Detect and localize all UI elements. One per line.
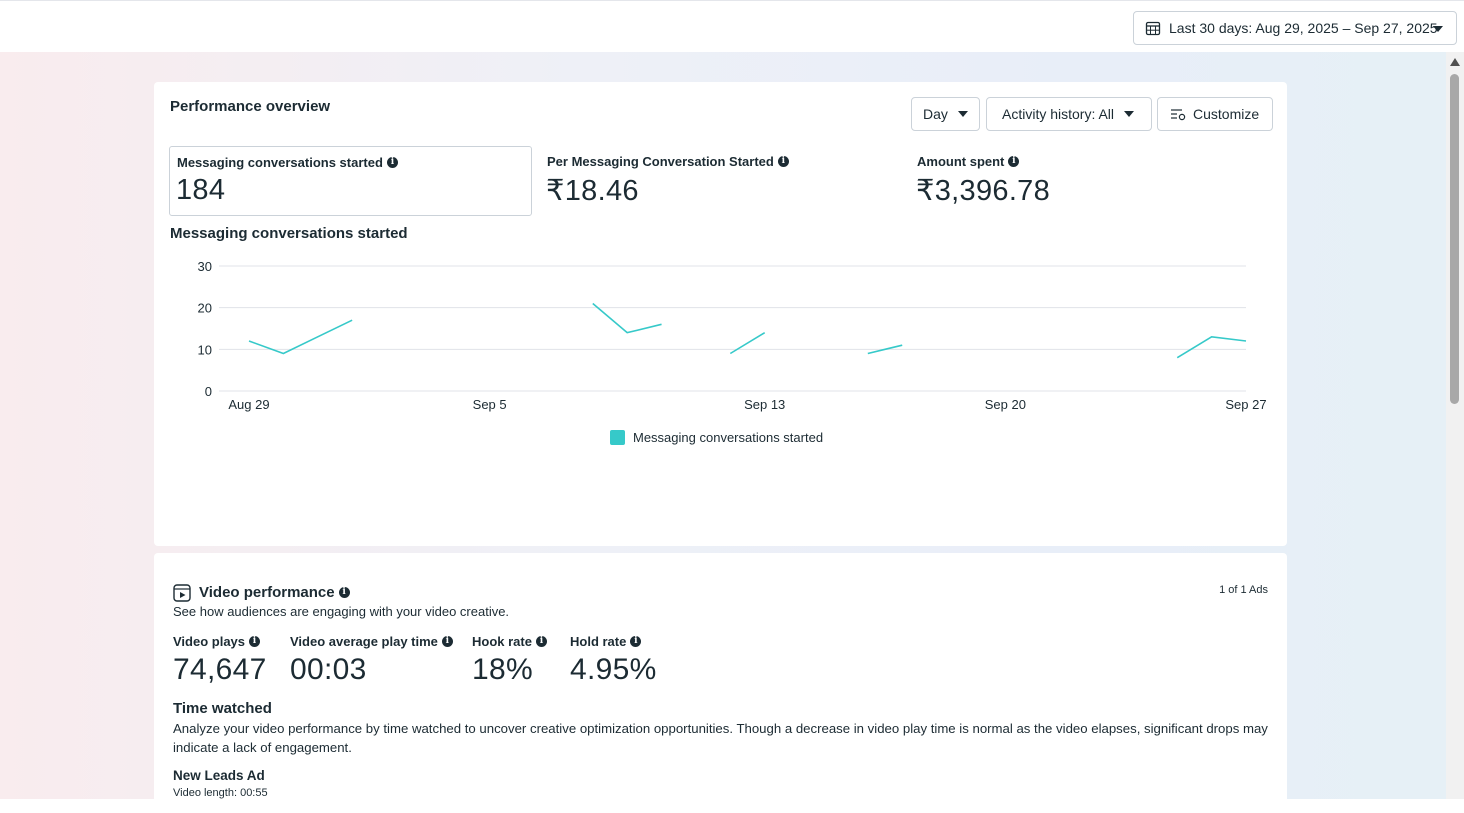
- chevron-down-icon: [957, 111, 968, 117]
- video-metric-label-wrap: Hold rate i: [570, 634, 657, 649]
- activity-history-dropdown[interactable]: Activity history: All: [986, 97, 1152, 131]
- x-tick-label: Sep 20: [985, 397, 1026, 412]
- y-tick-label: 30: [198, 259, 212, 274]
- info-icon[interactable]: i: [535, 636, 547, 647]
- video-metric-label: Hold rate: [570, 634, 627, 649]
- chart-title: Messaging conversations started: [170, 225, 408, 242]
- info-icon[interactable]: i: [249, 636, 261, 647]
- info-icon[interactable]: i: [441, 636, 453, 647]
- scrollbar[interactable]: [1446, 52, 1464, 799]
- info-icon[interactable]: i: [1008, 156, 1020, 167]
- video-metric-label: Video plays: [173, 634, 246, 649]
- info-icon[interactable]: i: [777, 156, 789, 167]
- scroll-up-arrow-icon[interactable]: [1450, 58, 1460, 66]
- metric-value: 184: [176, 174, 226, 206]
- video-metric-label-wrap: Video plays i: [173, 634, 267, 649]
- video-length: Video length: 00:55: [173, 787, 268, 799]
- chevron-down-icon: [1124, 111, 1135, 117]
- performance-overview-card: Performance overview Day Activity histor…: [154, 82, 1287, 546]
- x-tick-label: Sep 5: [473, 397, 507, 412]
- video-metric-hold-rate: Hold rate i 4.95%: [570, 634, 657, 687]
- video-metric-plays: Video plays i 74,647: [173, 634, 267, 687]
- day-dropdown-label: Day: [923, 106, 948, 122]
- series-line-segment: [729, 331, 766, 355]
- video-metric-label-wrap: Hook rate i: [472, 634, 547, 649]
- time-watched-description: Analyze your video performance by time w…: [173, 721, 1268, 755]
- video-performance-title: Video performance: [199, 584, 335, 601]
- series-line-segment: [1176, 336, 1247, 359]
- video-metric-avg-play-time: Video average play time i 00:03: [290, 634, 453, 687]
- metric-label: Per Messaging Conversation Started: [547, 154, 774, 169]
- ads-count: 1 of 1 Ads: [1219, 584, 1268, 596]
- video-performance-card: Video performance i See how audiences ar…: [154, 553, 1287, 813]
- video-metric-label-wrap: Video average play time i: [290, 634, 453, 649]
- metric-card-messaging-conversations[interactable]: Messaging conversations started i 184: [169, 146, 532, 216]
- video-icon: [173, 584, 191, 602]
- info-icon[interactable]: i: [630, 636, 642, 647]
- series-line-segment: [867, 344, 903, 355]
- info-icon[interactable]: i: [338, 587, 350, 598]
- customize-label: Customize: [1193, 106, 1260, 122]
- ad-name: New Leads Ad: [173, 768, 265, 783]
- video-metric-value: 74,647: [173, 653, 267, 686]
- top-bar: Last 30 days: Aug 29, 2025 – Sep 27, 202…: [0, 0, 1464, 53]
- performance-title: Performance overview: [170, 98, 331, 115]
- date-range-button[interactable]: Last 30 days: Aug 29, 2025 – Sep 27, 202…: [1133, 11, 1457, 45]
- metric-value: ₹3,396.78: [916, 175, 1051, 207]
- video-metric-label: Video average play time: [290, 634, 438, 649]
- video-performance-title-wrap: Video performance i: [199, 584, 350, 601]
- day-dropdown[interactable]: Day: [911, 97, 980, 131]
- metric-card-cost-per-conversation[interactable]: Per Messaging Conversation Started i ₹18…: [540, 146, 903, 216]
- info-icon[interactable]: i: [386, 157, 398, 168]
- video-performance-subtitle: See how audiences are engaging with your…: [173, 604, 510, 619]
- legend-swatch: [610, 430, 625, 445]
- series-line-segment: [592, 302, 662, 334]
- date-range-label: Last 30 days: Aug 29, 2025 – Sep 27, 202…: [1169, 20, 1438, 36]
- scrollbar-thumb[interactable]: [1450, 74, 1459, 404]
- x-tick-label: Sep 27: [1225, 397, 1266, 412]
- metric-label-wrap: Amount spent i: [917, 154, 1020, 169]
- video-metric-value: 4.95%: [570, 653, 657, 686]
- y-tick-label: 0: [205, 384, 212, 399]
- chevron-down-icon: [1433, 26, 1443, 32]
- line-chart: 0 10 20 30 Aug 29 Sep 5 Sep 13 Sep 20 Sep 27: [198, 259, 1267, 412]
- y-tick-label: 10: [198, 342, 212, 357]
- series-line-segment: [248, 319, 353, 355]
- legend-label: Messaging conversations started: [633, 430, 824, 445]
- x-tick-label: Aug 29: [228, 397, 269, 412]
- x-tick-label: Sep 13: [744, 397, 785, 412]
- chart-legend[interactable]: Messaging conversations started: [610, 430, 823, 445]
- video-metric-value: 18%: [472, 653, 533, 686]
- activity-history-label: Activity history: All: [1002, 106, 1115, 122]
- calendar-icon: [1145, 21, 1161, 36]
- metric-label: Amount spent: [917, 154, 1005, 169]
- customize-icon: [1171, 108, 1186, 120]
- y-tick-label: 20: [198, 301, 212, 316]
- time-watched-title: Time watched: [173, 700, 272, 717]
- video-metric-hook-rate: Hook rate i 18%: [472, 634, 547, 687]
- metric-label-wrap: Per Messaging Conversation Started i: [547, 154, 789, 169]
- customize-button[interactable]: Customize: [1157, 97, 1273, 131]
- video-metric-label: Hook rate: [472, 634, 532, 649]
- metric-label: Messaging conversations started: [177, 155, 383, 170]
- video-metric-value: 00:03: [290, 653, 367, 686]
- metric-value: ₹18.46: [546, 175, 639, 207]
- metric-label-wrap: Messaging conversations started i: [177, 155, 398, 170]
- metric-card-amount-spent[interactable]: Amount spent i ₹3,396.78: [910, 146, 1273, 216]
